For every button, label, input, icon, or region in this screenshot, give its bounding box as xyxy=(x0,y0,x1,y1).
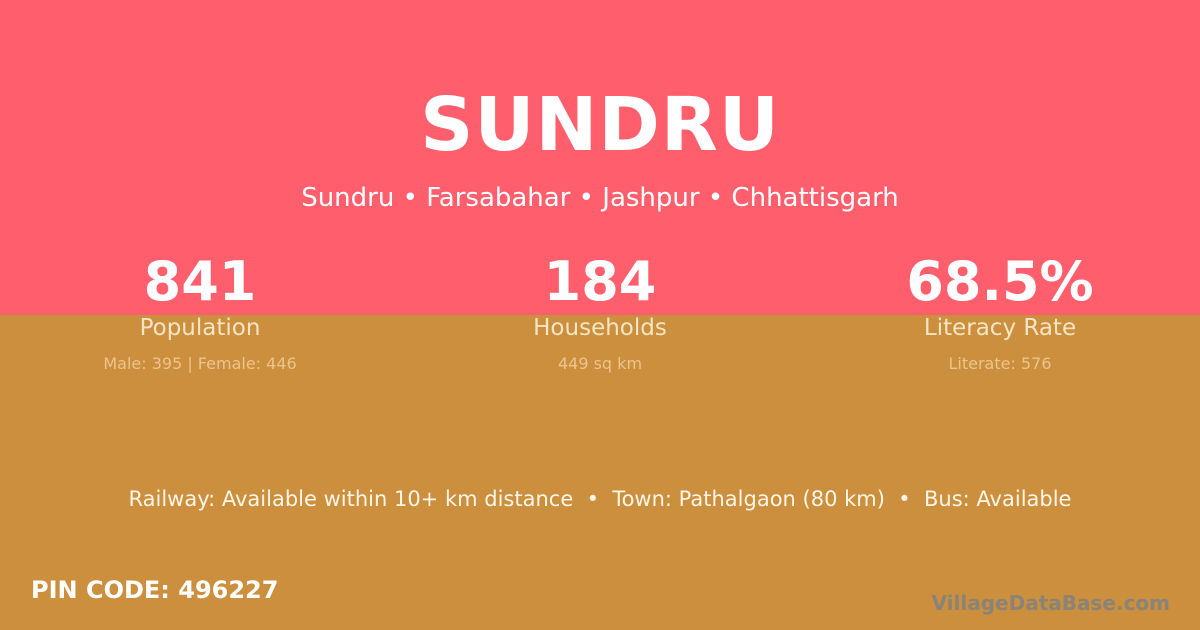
facilities-line: Railway: Available within 10+ km distanc… xyxy=(128,487,1072,511)
body-background xyxy=(0,315,1200,630)
stat-detail: Male: 395 | Female: 446 xyxy=(103,354,297,373)
village-title: SUNDRU xyxy=(420,82,780,168)
stat-label: Population xyxy=(139,315,261,341)
location-breadcrumb: Sundru • Farsabahar • Jashpur • Chhattis… xyxy=(301,183,899,213)
brand-watermark: VillageDataBase.com xyxy=(931,591,1170,615)
stat-value: 68.5% xyxy=(906,250,1094,313)
stat-value: 184 xyxy=(543,250,657,313)
stat-label: Households xyxy=(533,315,667,341)
stat-detail: Literate: 576 xyxy=(948,354,1052,373)
pin-code: PIN CODE: 496227 xyxy=(31,576,279,604)
stat-detail: 449 sq km xyxy=(557,354,643,373)
stat-label: Literacy Rate xyxy=(923,315,1077,341)
stat-value: 841 xyxy=(143,250,257,313)
header-background xyxy=(0,0,1200,315)
